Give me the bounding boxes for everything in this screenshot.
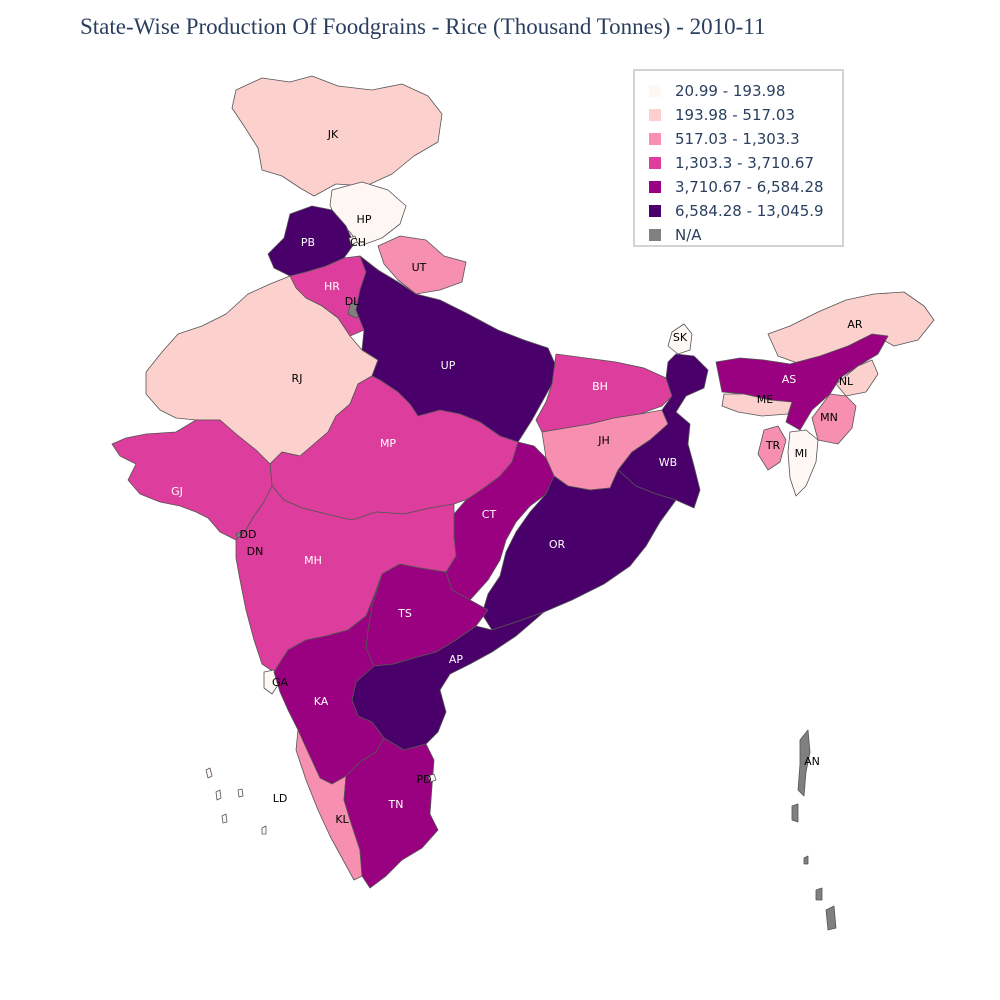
state-tr[interactable] [757,425,787,471]
state-ld[interactable] [205,767,267,835]
state-label-sk: SK [673,331,688,344]
state-tn[interactable] [343,737,439,889]
legend-swatch [649,133,661,145]
state-ch[interactable] [348,235,358,246]
legend-item[interactable]: 6,584.28 - 13,045.9 [649,199,842,223]
state-label-ar: AR [847,318,863,331]
state-label-mn: MN [820,411,838,424]
state-label-tn: TN [388,798,404,811]
state-label-tr: TR [765,439,781,452]
state-label-mi: MI [795,447,808,460]
state-label-dd: DD [240,528,257,541]
state-label-ld: LD [273,792,288,805]
state-label-jh: JH [597,434,610,447]
state-label-ka: KA [314,695,329,708]
legend-swatch [649,109,661,121]
legend-item[interactable]: N/A [649,223,842,247]
state-mn[interactable] [811,393,857,445]
state-label-hp: HP [357,213,372,226]
state-label-as: AS [782,373,797,386]
state-label-bh: BH [592,380,608,393]
state-label-up: UP [441,359,456,372]
legend-swatch [649,229,661,241]
state-label-nl: NL [839,375,854,388]
legend-item[interactable]: 20.99 - 193.98 [649,79,842,103]
legend-label: 1,303.3 - 3,710.67 [675,154,814,172]
state-label-ut: UT [412,261,427,274]
map-legend: 20.99 - 193.98 193.98 - 517.03 517.03 - 1,… [633,69,844,247]
state-label-ap: AP [449,653,464,666]
state-nl[interactable] [835,359,879,397]
state-label-ct: CT [482,508,497,521]
legend-label: 20.99 - 193.98 [675,82,786,100]
state-label-dl: DL [345,295,360,308]
legend-swatch [649,85,661,97]
state-label-an: AN [804,755,820,768]
legend-label: 3,710.67 - 6,584.28 [675,178,824,196]
state-label-ts: TS [397,607,412,620]
state-pd[interactable] [427,773,437,783]
state-or[interactable] [481,469,677,631]
legend-item[interactable]: 3,710.67 - 6,584.28 [649,175,842,199]
legend-label: 517.03 - 1,303.3 [675,130,800,148]
state-label-pd: PD [416,773,431,786]
state-mi[interactable] [787,429,819,497]
state-gj[interactable] [111,419,273,541]
legend-swatch [649,157,661,169]
state-label-jk: JK [327,128,339,141]
state-ut[interactable] [377,235,467,295]
state-label-hr: HR [324,280,340,293]
map-title: State-Wise Production Of Foodgrains - Ri… [80,14,766,39]
legend-label: N/A [675,226,702,244]
legend-item[interactable]: 193.98 - 517.03 [649,103,842,127]
legend-label: 193.98 - 517.03 [675,106,795,124]
legend-label: 6,584.28 - 13,045.9 [675,202,824,220]
state-label-me: ME [757,393,773,406]
state-label-wb: WB [659,456,677,469]
legend-item[interactable]: 517.03 - 1,303.3 [649,127,842,151]
state-label-dn: DN [247,545,264,558]
state-label-or: OR [549,538,566,551]
legend-swatch [649,205,661,217]
state-sk[interactable] [667,323,693,355]
state-an[interactable] [791,729,837,931]
state-label-rj: RJ [292,372,303,385]
state-label-kl: KL [335,813,349,826]
state-label-gj: GJ [171,485,183,498]
state-label-ch: CH [350,236,366,249]
state-label-mp: MP [380,437,396,450]
state-me[interactable] [721,393,793,417]
state-jk[interactable] [231,75,443,197]
state-label-mh: MH [304,554,322,567]
legend-swatch [649,181,661,193]
state-label-ga: GA [272,676,289,689]
legend-item[interactable]: 1,303.3 - 3,710.67 [649,151,842,175]
state-label-pb: PB [301,236,315,249]
